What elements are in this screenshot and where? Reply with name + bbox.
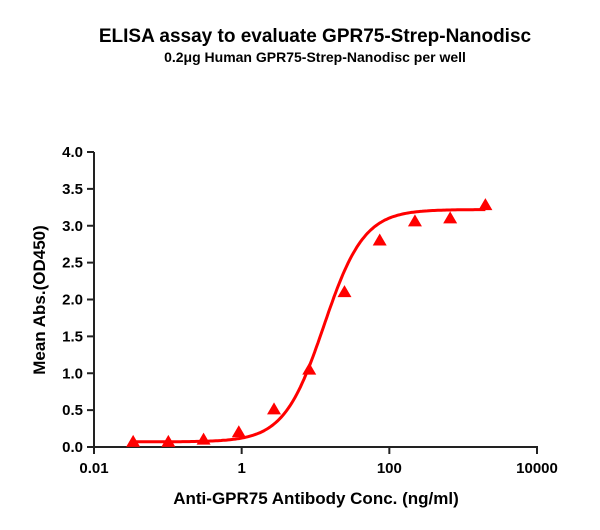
y-tick-label: 1.0: [62, 365, 83, 382]
data-point: [372, 233, 387, 246]
data-point: [196, 432, 211, 445]
data-point: [443, 211, 458, 224]
data-point: [407, 214, 422, 227]
data-point: [267, 402, 282, 415]
y-tick-label: 0.0: [62, 439, 83, 456]
y-tick-label: 4.0: [62, 144, 83, 161]
y-tick-label: 2.0: [62, 292, 83, 309]
data-point: [161, 434, 176, 447]
data-point: [302, 362, 317, 375]
data-point: [478, 198, 493, 211]
chart-title: ELISA assay to evaluate GPR75-Strep-Nano…: [99, 26, 532, 47]
x-tick-label: 100: [377, 460, 402, 477]
x-tick-label: 0.01: [79, 460, 108, 477]
x-tick-label: 1: [237, 460, 245, 477]
data-point: [231, 425, 246, 438]
chart-subtitle: 0.2μg Human GPR75-Strep-Nanodisc per wel…: [164, 49, 466, 65]
y-axis-label: Mean Abs.(OD450): [30, 225, 49, 375]
y-tick-label: 3.5: [62, 181, 83, 198]
y-tick-label: 1.5: [62, 328, 83, 345]
data-point: [337, 285, 352, 298]
y-tick-label: 3.0: [62, 218, 83, 235]
x-tick-label: 10000: [516, 460, 558, 477]
data-point: [126, 434, 141, 447]
y-tick-label: 2.5: [62, 255, 83, 272]
y-tick-label: 0.5: [62, 402, 83, 419]
x-axis-label: Anti-GPR75 Antibody Conc. (ng/ml): [173, 489, 459, 508]
fit-curve: [133, 208, 486, 444]
